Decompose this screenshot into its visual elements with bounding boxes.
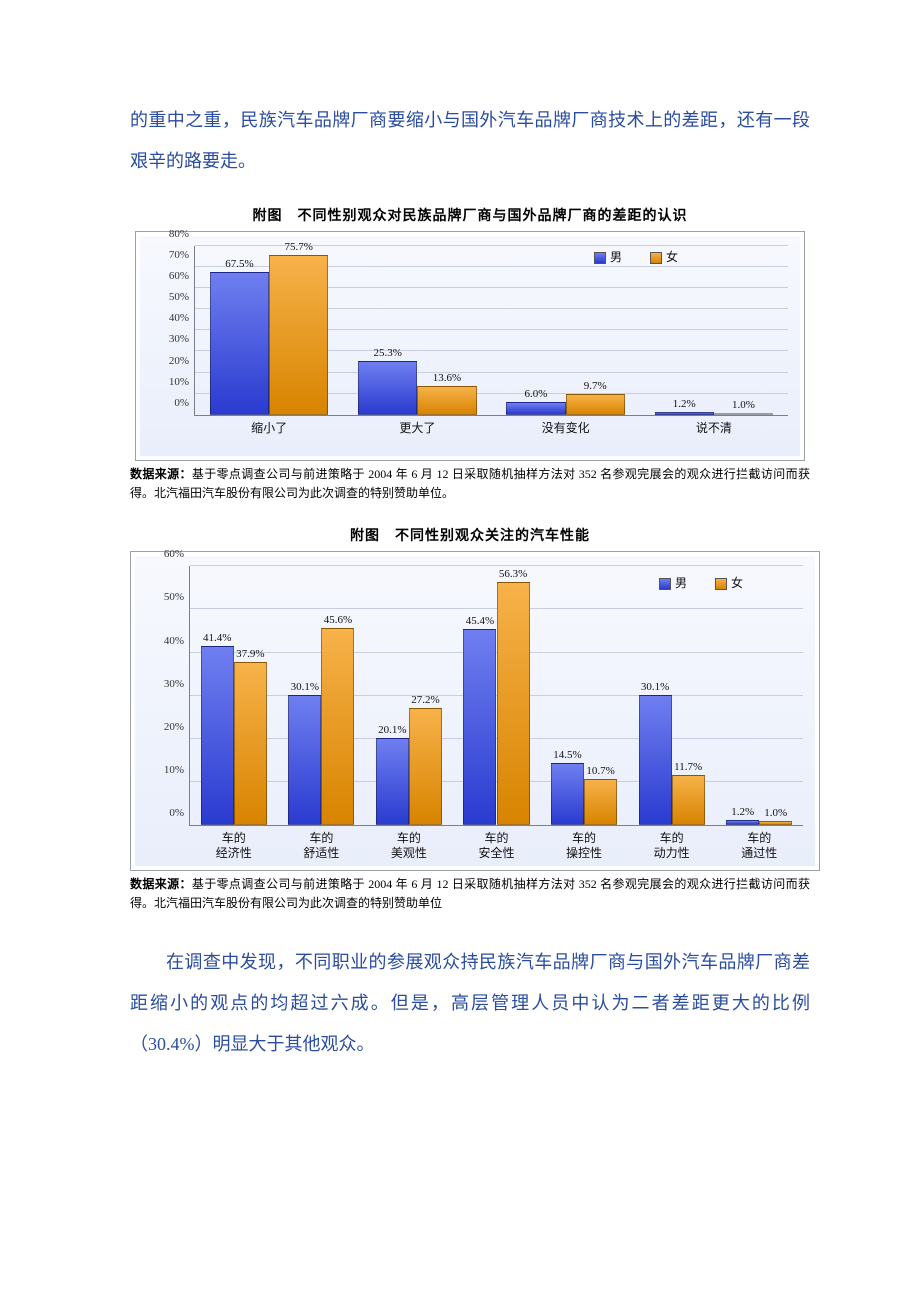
bar-female (759, 821, 792, 825)
y-tick-label: 0% (174, 397, 195, 409)
y-tick-label: 40% (169, 312, 195, 324)
bar-male (726, 820, 759, 825)
bar-female (321, 628, 354, 825)
x-category-label: 车的舒适性 (303, 831, 339, 860)
bar-value-label: 14.5% (553, 749, 581, 761)
bar-value-label: 41.4% (203, 632, 231, 644)
bar-value-label: 1.0% (764, 807, 787, 819)
bar-male (655, 412, 714, 415)
bar-female (269, 255, 328, 415)
bar-value-label: 13.6% (433, 372, 461, 384)
y-tick-label: 70% (169, 249, 195, 261)
bar-male (288, 695, 321, 825)
bar-value-label: 6.0% (525, 388, 548, 400)
bar-value-label: 45.6% (324, 614, 352, 626)
y-tick-label: 20% (169, 355, 195, 367)
paragraph-2: 在调查中发现，不同职业的参展观众持民族汽车品牌厂商与国外汽车品牌厂商差距缩小的观… (130, 942, 810, 1066)
source-lead: 数据来源： (130, 467, 192, 481)
bar-male (376, 738, 409, 825)
chart2-title: 附图 不同性别观众关注的汽车性能 (130, 525, 810, 545)
bar-male (210, 272, 269, 415)
y-tick-label: 20% (164, 721, 190, 733)
bar-female (584, 779, 617, 825)
bar-male (463, 629, 496, 825)
bar-value-label: 45.4% (466, 615, 494, 627)
paragraph-1: 的重中之重，民族汽车品牌厂商要缩小与国外汽车品牌厂商技术上的差距，还有一段艰辛的… (130, 100, 810, 183)
x-category-label: 车的经济性 (216, 831, 252, 860)
chart-legend: 男女 (659, 574, 743, 591)
bar-value-label: 9.7% (584, 380, 607, 392)
bar-female (672, 775, 705, 826)
bar-value-label: 75.7% (285, 241, 313, 253)
bar-female (409, 708, 442, 825)
bar-value-label: 56.3% (499, 568, 527, 580)
y-tick-label: 50% (169, 291, 195, 303)
y-tick-label: 60% (164, 548, 190, 560)
source-lead: 数据来源： (130, 877, 192, 891)
bar-value-label: 37.9% (236, 648, 264, 660)
bar-male (506, 402, 565, 415)
chart2-frame: 0% 10% 20% 30% 40% 50% 60% 男女车的经济性 41.4% 37.9% 车的舒… (130, 551, 820, 871)
bar-value-label: 10.7% (586, 765, 614, 777)
y-tick-label: 10% (169, 376, 195, 388)
para2-b: ）明显大于其他观众。 (195, 1034, 375, 1054)
x-category-label: 车的美观性 (391, 831, 427, 860)
bar-value-label: 30.1% (641, 681, 669, 693)
chart-legend: 男女 (594, 248, 678, 265)
bar-value-label: 1.0% (732, 399, 755, 411)
source-body-1: 基于零点调查公司与前进策略于 2004 年 6 月 12 日采取随机抽样方法对 … (130, 467, 810, 500)
x-category-label: 缩小了 (251, 421, 287, 435)
bar-value-label: 1.2% (673, 398, 696, 410)
y-tick-label: 60% (169, 270, 195, 282)
bar-value-label: 11.7% (674, 761, 702, 773)
bar-value-label: 25.3% (374, 347, 402, 359)
y-tick-label: 30% (164, 678, 190, 690)
x-category-label: 没有变化 (542, 421, 590, 435)
chart1-frame: 0% 10% 20% 30% 40% 50% 60% 70% 80% 男女缩小了 67.5% 75.7… (135, 231, 805, 461)
x-category-label: 车的通过性 (741, 831, 777, 860)
para2-percent: 30.4% (148, 1034, 195, 1054)
bar-male (201, 646, 234, 825)
x-category-label: 车的动力性 (654, 831, 690, 860)
x-category-label: 车的操控性 (566, 831, 602, 860)
y-tick-label: 80% (169, 228, 195, 240)
y-tick-label: 30% (169, 333, 195, 345)
bar-female (714, 413, 773, 415)
y-tick-label: 0% (169, 807, 190, 819)
bar-value-label: 67.5% (225, 258, 253, 270)
source-body-2: 基于零点调查公司与前进策略于 2004 年 6 月 12 日采取随机抽样方法对 … (130, 877, 810, 910)
x-category-label: 更大了 (399, 421, 435, 435)
bar-male (358, 361, 417, 414)
bar-female (566, 394, 625, 414)
chart1-title: 附图 不同性别观众对民族品牌厂商与国外品牌厂商的差距的认识 (130, 205, 810, 225)
bar-female (497, 582, 530, 825)
bar-female (234, 662, 267, 826)
bar-male (551, 763, 584, 826)
bar-value-label: 30.1% (291, 681, 319, 693)
chart1-source: 数据来源：基于零点调查公司与前进策略于 2004 年 6 月 12 日采取随机抽… (130, 465, 810, 503)
bar-value-label: 20.1% (378, 724, 406, 736)
bar-male (639, 695, 672, 825)
y-tick-label: 40% (164, 635, 190, 647)
chart2-source: 数据来源：基于零点调查公司与前进策略于 2004 年 6 月 12 日采取随机抽… (130, 875, 810, 913)
bar-female (417, 386, 476, 415)
bar-value-label: 1.2% (731, 806, 754, 818)
y-tick-label: 50% (164, 591, 190, 603)
x-category-label: 车的安全性 (478, 831, 514, 860)
bar-value-label: 27.2% (411, 694, 439, 706)
x-category-label: 说不清 (696, 421, 732, 435)
y-tick-label: 10% (164, 764, 190, 776)
